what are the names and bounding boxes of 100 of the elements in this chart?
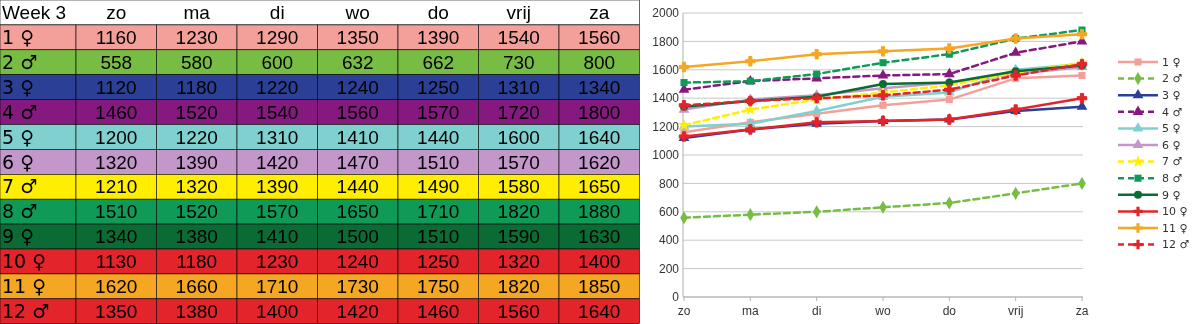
data-label: 1310: [497, 76, 540, 98]
data-label: 1630: [578, 226, 621, 248]
x-tick-label: wo: [344, 2, 370, 24]
data-label: 1570: [417, 101, 460, 123]
data-label: 1130: [95, 251, 137, 273]
y-tick-label: 1000: [652, 148, 680, 163]
data-label: 1390: [175, 151, 218, 173]
data-label: 1540: [256, 101, 299, 123]
legend-label: 2 ♂: [1162, 72, 1183, 86]
data-label: 1710: [417, 201, 460, 223]
point: [745, 56, 756, 67]
data-label: 1640: [578, 126, 621, 148]
data-label: 1490: [417, 176, 460, 198]
point: [678, 61, 690, 73]
x-tick-label: do: [942, 304, 957, 318]
data-label: 1180: [176, 76, 218, 98]
x-tick-label: di: [811, 304, 822, 318]
point: [1076, 29, 1088, 40]
y-tick-label: 2 ♂: [2, 50, 38, 73]
point: [877, 46, 889, 57]
data-label: 1400: [578, 251, 621, 273]
data-label: 558: [100, 51, 133, 73]
data-label: 1440: [336, 176, 379, 198]
data-label: 1250: [417, 76, 460, 98]
y-tick-label: 8 ♂: [2, 200, 38, 223]
data-label: 600: [261, 51, 294, 73]
legend-label: 5 ♀: [1162, 122, 1181, 136]
x-tick-label: ma: [183, 2, 211, 24]
legend-label: 7 ♂: [1162, 155, 1183, 169]
legend-label: 10 ♀: [1162, 205, 1188, 219]
data-label: 1560: [578, 27, 621, 48]
data-label: 1440: [417, 126, 460, 148]
point: [813, 70, 821, 78]
data-label: 1460: [417, 300, 460, 322]
y-tick-label: 9 ♀: [2, 225, 35, 248]
data-label: 1620: [578, 151, 621, 173]
data-label: 800: [583, 51, 616, 73]
legend-label: 11 ♀: [1162, 221, 1188, 235]
data-label: 1510: [95, 201, 138, 223]
data-label: 1510: [417, 151, 460, 173]
data-label: 1750: [417, 276, 460, 297]
data-label: 1410: [336, 126, 379, 148]
data-label: 1820: [497, 201, 540, 223]
data-label: 730: [502, 51, 535, 73]
x-tick-label: di: [269, 2, 285, 24]
y-tick-label: 12 ♂: [2, 299, 50, 322]
point: [680, 79, 688, 87]
data-label: 1350: [95, 300, 138, 322]
data-label: 662: [422, 51, 455, 73]
data-label: 1500: [336, 226, 379, 248]
legend-label: 8 ♂: [1162, 172, 1183, 186]
x-tick-label: vrij: [506, 2, 531, 24]
data-label: 1420: [336, 300, 379, 322]
data-label: 1520: [175, 201, 218, 223]
data-label: 1510: [417, 226, 460, 248]
data-label: 1460: [95, 101, 138, 123]
data-label: 1720: [497, 101, 540, 123]
data-label: 1650: [578, 176, 621, 198]
data-label: 1710: [256, 276, 299, 297]
point: [943, 67, 955, 78]
y-tick-label: 11 ♀: [2, 275, 47, 297]
data-label: 1600: [497, 126, 540, 148]
data-label: 1520: [175, 101, 218, 123]
x-tick-label: vrij: [1008, 304, 1024, 318]
data-label: 1560: [497, 300, 540, 322]
y-tick-label: 5 ♀: [2, 125, 35, 148]
data-label: 1400: [256, 300, 299, 322]
y-tick-label: 0: [672, 290, 680, 305]
data-label: 1180: [176, 251, 218, 273]
x-tick-label: ma: [742, 304, 759, 318]
y-tick-label: 800: [658, 176, 680, 191]
x-tick-label: do: [427, 2, 449, 24]
data-label: 1820: [497, 276, 540, 297]
legend-label: 12 ♂: [1162, 238, 1190, 252]
data-label: 1290: [256, 27, 299, 48]
data-label: 1220: [256, 76, 299, 98]
y-tick-label: 2000: [652, 6, 680, 21]
data-label: 1380: [175, 226, 218, 248]
legend-label: 3 ♀: [1162, 89, 1181, 103]
data-label: 1590: [497, 226, 540, 248]
data-label: 1240: [336, 76, 379, 98]
data-label: 1850: [578, 276, 621, 297]
point: [879, 80, 887, 88]
x-tick-label: zo: [106, 2, 127, 24]
y-tick-label: 7 ♂: [2, 175, 38, 198]
y-tick-label: 1 ♀: [2, 26, 35, 48]
data-label: 1210: [95, 176, 138, 198]
data-label: 1380: [175, 300, 218, 322]
point: [1010, 46, 1022, 56]
x-tick-label: wo: [874, 304, 891, 318]
y-tick-label: 1600: [652, 63, 680, 77]
data-label: 1410: [256, 226, 299, 248]
point: [879, 101, 887, 109]
y-tick-label: 200: [658, 261, 680, 276]
data-label: 1390: [417, 27, 460, 48]
y-tick-label: 6 ♀: [2, 150, 35, 173]
chart-title: Week 3: [2, 2, 67, 24]
legend-label: 1 ♀: [1162, 55, 1181, 69]
point: [1078, 71, 1086, 80]
data-label: 1250: [417, 251, 460, 273]
